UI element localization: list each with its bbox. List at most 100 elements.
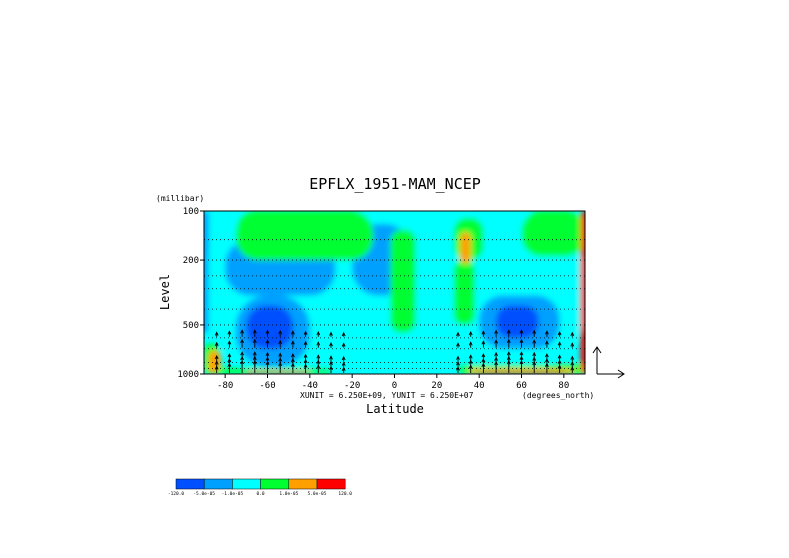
flux-vector-head	[316, 331, 321, 336]
field-region-12	[460, 232, 471, 264]
flux-vector-head	[519, 351, 524, 356]
flux-vector-head	[316, 354, 321, 359]
x-tick-label: 60	[516, 381, 527, 391]
flux-vector-head	[227, 330, 232, 335]
y-tick-label: 1000	[177, 370, 199, 380]
flux-vector-head	[227, 340, 232, 345]
flux-vector-head	[557, 354, 562, 359]
flux-vector-head	[341, 331, 346, 337]
flux-vector-head	[227, 353, 232, 358]
flux-vector-head	[481, 353, 486, 358]
colorbar-label: -1.0e-05	[222, 491, 244, 497]
flux-vector-head	[494, 329, 499, 334]
field-region-10	[390, 229, 416, 333]
x-tick-label: -80	[217, 381, 233, 391]
flux-vector-head	[290, 353, 295, 358]
flux-vector-head	[570, 342, 575, 347]
flux-vector-head	[329, 360, 333, 366]
flux-vector-head	[494, 339, 499, 344]
field-region-16	[246, 371, 310, 374]
colorbar-label: 1.0e-05	[279, 491, 298, 497]
plot-area	[203, 210, 586, 375]
field-contours	[204, 211, 585, 374]
flux-vector-head	[532, 329, 537, 334]
field-region-3	[246, 305, 293, 349]
flux-vector-head	[456, 361, 460, 366]
flux-vector-head	[544, 340, 549, 345]
flux-vector-head	[468, 341, 473, 346]
x-tick-label: -20	[344, 381, 360, 391]
flux-vector-head	[240, 351, 245, 356]
reference-vector-x-head	[617, 369, 625, 379]
reference-vector-y-head	[592, 346, 602, 354]
flux-vector-head	[468, 331, 473, 336]
flux-vector-head	[265, 339, 270, 344]
flux-vector-head	[341, 342, 346, 347]
flux-vector-head	[290, 340, 295, 345]
flux-vector-head	[519, 329, 524, 334]
colorbar-label: -5.0e-05	[193, 491, 215, 497]
colorbar-swatch	[288, 478, 318, 490]
colorbar-label: 0.0	[257, 491, 265, 497]
colorbar-label: -120.0	[168, 491, 185, 497]
flux-vector-head	[278, 329, 283, 335]
x-tick-label: 80	[558, 381, 569, 391]
flux-vector-head	[468, 354, 473, 359]
y-tick-label: 500	[183, 321, 199, 331]
colorbar-swatch	[203, 478, 233, 490]
flux-vector-head	[214, 354, 219, 360]
flux-vector-head	[329, 342, 333, 347]
flux-vector-head	[341, 361, 346, 366]
flux-vector-head	[252, 329, 257, 334]
colorbar-swatch	[260, 478, 290, 490]
flux-vector-head	[240, 329, 245, 334]
x-units-label: (degrees_north)	[522, 391, 594, 400]
unit-note: XUNIT = 6.250E+09, YUNIT = 6.250E+07	[300, 391, 474, 400]
flux-vector-head	[456, 355, 460, 360]
y-units-label: (millibar)	[156, 194, 204, 203]
field-region-8	[521, 211, 585, 257]
colorbar: -120.0 -5.0e-05 -1.0e-05 0.0 1.0e-05 5.0e-05 1…	[168, 478, 352, 497]
colorbar-swatch	[175, 478, 205, 490]
flux-vector-head	[544, 330, 549, 335]
flux-vector-head	[456, 331, 460, 336]
flux-vector-head	[240, 338, 245, 344]
x-tick-label: -40	[302, 381, 318, 391]
x-tick-label: 0	[392, 381, 397, 391]
flux-vector-head	[252, 351, 257, 356]
flux-vector-head	[341, 355, 346, 361]
flux-vector-head	[303, 340, 308, 345]
flux-vector-head	[290, 330, 295, 335]
x-axis-label: Latitude	[366, 402, 424, 416]
flux-vector-head	[506, 351, 511, 356]
y-tick-label: 200	[183, 256, 199, 266]
flux-vector-head	[303, 353, 308, 358]
flux-vector-head	[341, 366, 346, 371]
field-region-20	[204, 211, 209, 333]
flux-vector-head	[481, 340, 486, 345]
flux-vector-head	[557, 331, 562, 336]
flux-vector-head	[278, 339, 283, 344]
flux-vector-head	[265, 351, 270, 357]
flux-vector-head	[557, 341, 562, 346]
flux-vector-head	[570, 331, 575, 336]
flux-vector-head	[265, 329, 270, 334]
field-region-21	[580, 211, 585, 374]
colorbar-swatch	[232, 478, 261, 490]
field-region-11	[453, 260, 475, 325]
flux-vector-head	[544, 353, 549, 358]
flux-vector-head	[303, 330, 308, 335]
chart-title: EPFLX_1951-MAM_NCEP	[309, 175, 481, 193]
flux-vector-head	[481, 330, 486, 335]
flux-vector-head	[214, 331, 219, 336]
colorbar-label: 5.0e-05	[308, 491, 327, 497]
reference-vector	[592, 346, 625, 379]
colorbar-label: 120.0	[338, 491, 352, 497]
flux-vector-head	[506, 329, 511, 334]
flux-vector-head	[329, 331, 333, 336]
x-tick-label: -60	[259, 381, 275, 391]
flux-vector-head	[532, 339, 537, 344]
flux-vector-head	[506, 338, 511, 344]
y-axis-label: Level	[158, 274, 172, 310]
